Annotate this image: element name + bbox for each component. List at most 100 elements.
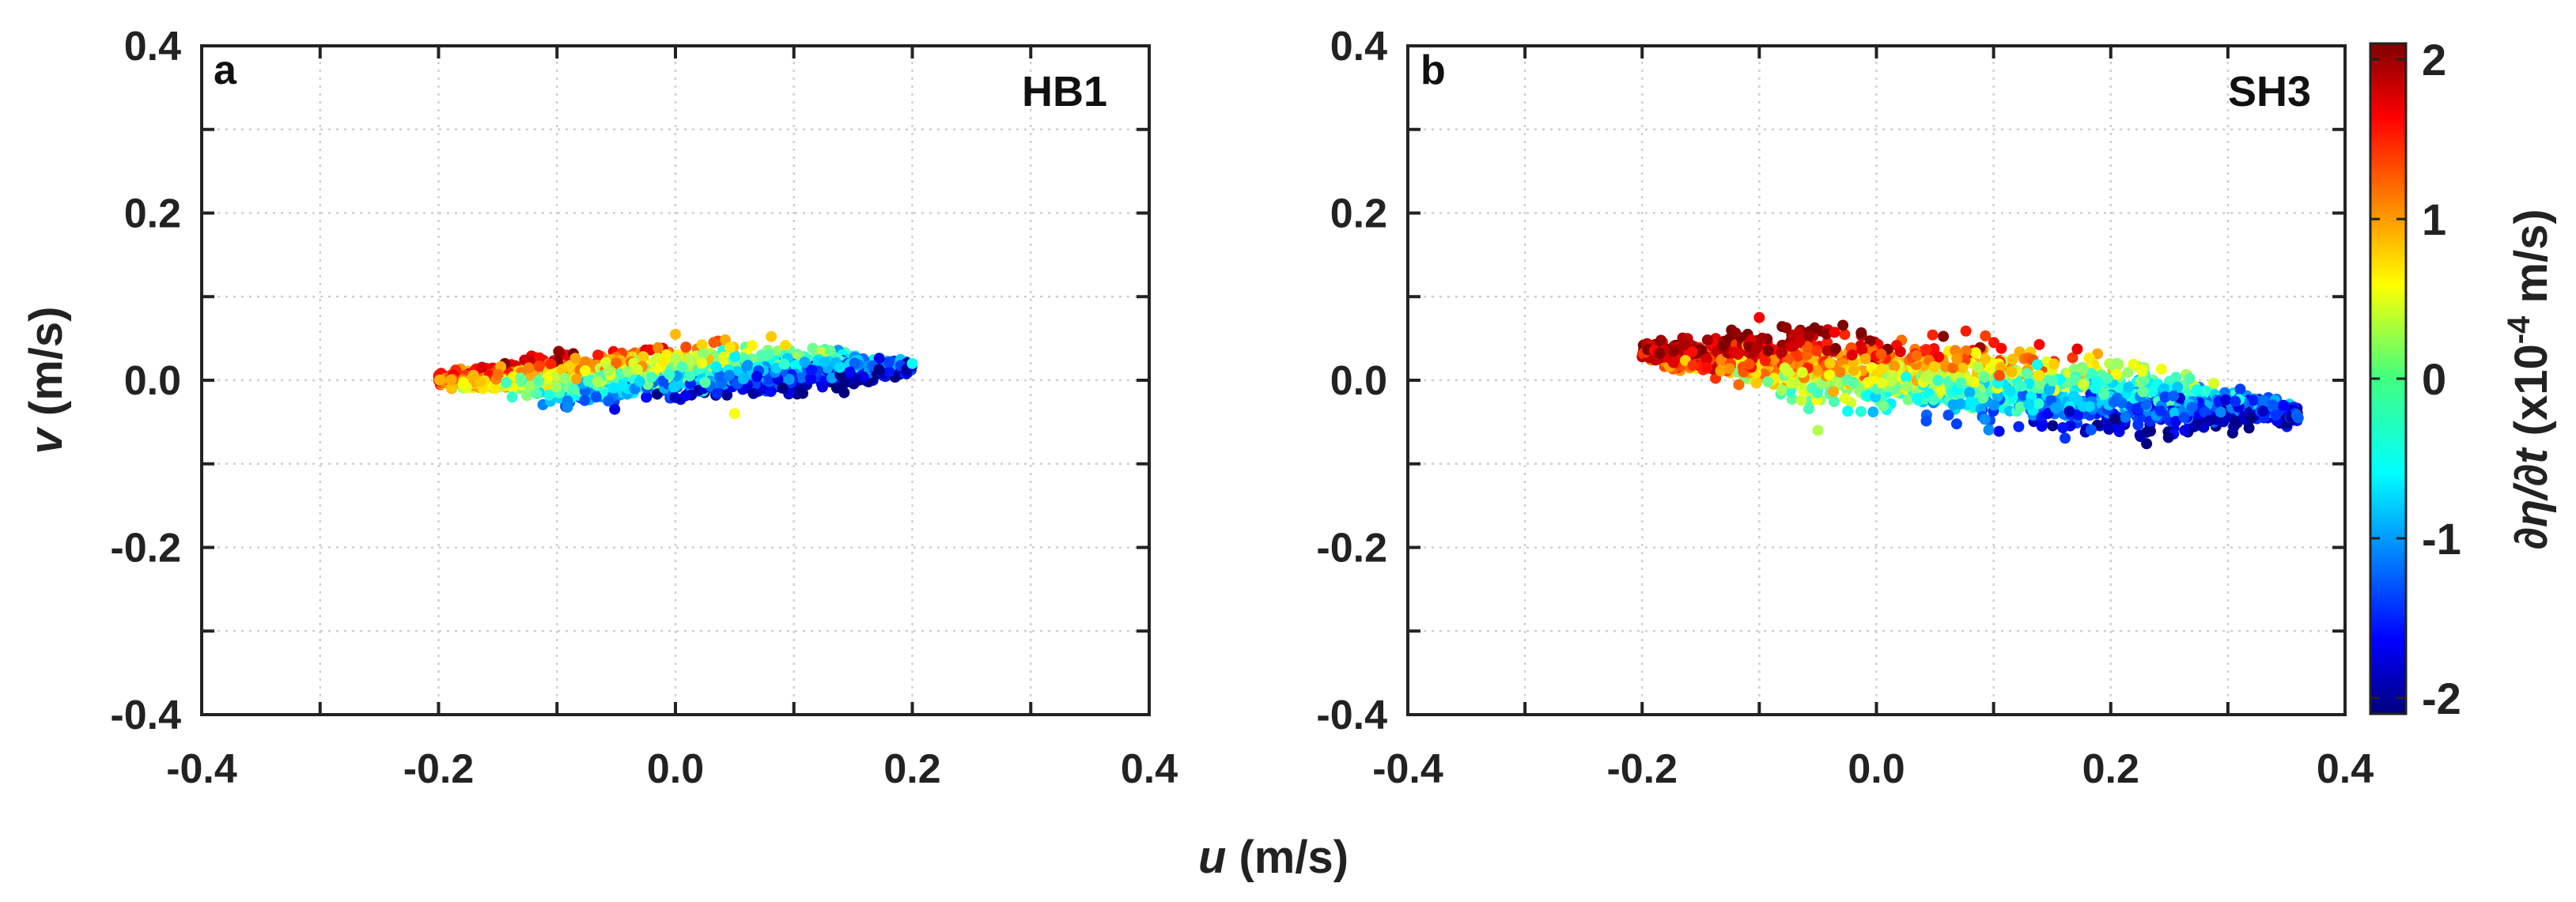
scatter-point (492, 368, 504, 380)
scatter-point (1979, 413, 1991, 425)
scatter-point (728, 408, 740, 420)
scatter-point (696, 357, 708, 369)
scatter-point (668, 381, 679, 393)
scatter-point (1715, 365, 1727, 377)
scatter-point (2257, 406, 2268, 417)
scatter-point (592, 349, 603, 361)
colorbar-tick-label: 0 (2422, 354, 2446, 404)
scatter-point (2076, 364, 2088, 376)
scatter-point (2120, 411, 2132, 423)
scatter-point (2162, 432, 2174, 443)
scatter-point (567, 383, 579, 395)
scatter-point (2292, 412, 2304, 424)
scatter-point (1686, 346, 1698, 358)
y-tick-label: 0.2 (1330, 191, 1387, 237)
scatter-point (1965, 396, 1976, 408)
scatter-point (2072, 409, 2084, 421)
y-axis-unit: (m/s) (21, 307, 72, 429)
scatter-point (679, 390, 691, 402)
scatter-point (445, 374, 457, 386)
scatter-point (2083, 353, 2095, 364)
scatter-point (1779, 362, 1791, 374)
scatter-point (603, 395, 615, 407)
scatter-point (1927, 329, 1939, 341)
scatter-point (1902, 394, 1914, 406)
scatter-point (1932, 375, 1944, 387)
scatter-point (1802, 330, 1814, 342)
scatter-point (1846, 349, 1858, 361)
scatter-point (2108, 396, 2120, 408)
scatter-point (1842, 406, 1854, 417)
scatter-point (2063, 406, 2075, 417)
scatter-point (1875, 349, 1887, 360)
scatter-point (2015, 380, 2027, 392)
scatter-point (777, 383, 789, 394)
scatter-point (1717, 340, 1729, 352)
x-tick-label: -0.4 (1372, 746, 1443, 792)
scatter-point (819, 357, 830, 368)
scatter-point (645, 372, 657, 383)
colorbar-label: ∂η/∂t (x10-4 m/s) (2502, 209, 2557, 549)
scatter-point (641, 391, 653, 403)
scatter-point (1812, 425, 1824, 436)
scatter-point (2220, 394, 2232, 406)
scatter-point (631, 364, 643, 376)
scatter-point (670, 353, 682, 364)
scatter-point (1750, 342, 1762, 354)
scatter-point (1947, 399, 1959, 411)
scatter-point (2049, 402, 2061, 413)
x-tick-label: -0.2 (1606, 746, 1678, 792)
scatter-point (2172, 381, 2184, 393)
scatter-point (718, 351, 730, 363)
panel-b-points (1636, 311, 2304, 450)
scatter-point (1876, 363, 1888, 375)
colorbar-unit-suffix: m/s) (2506, 209, 2557, 315)
scatter-point (2047, 375, 2059, 387)
scatter-point (1790, 349, 1802, 360)
scatter-point (1733, 379, 1745, 391)
colorbar-exponent: -4 (2502, 315, 2536, 344)
scatter-point (2098, 388, 2109, 400)
scatter-point (1723, 363, 1735, 375)
scatter-point (1841, 374, 1853, 386)
scatter-point (826, 372, 838, 384)
scatter-point (467, 369, 479, 381)
scatter-point (579, 365, 591, 376)
scatter-point (2034, 379, 2046, 391)
scatter-point (1920, 415, 1932, 427)
scatter-point (1801, 349, 1813, 360)
scatter-point (2191, 384, 2203, 396)
scatter-point (2247, 394, 2259, 406)
scatter-point (545, 358, 557, 370)
scatter-point (1795, 394, 1807, 406)
y-tick-label: -0.4 (110, 693, 181, 738)
scatter-point (2021, 368, 2033, 379)
x-tick-label: -0.4 (166, 746, 237, 792)
scatter-point (1828, 386, 1839, 398)
scatter-point (1864, 335, 1876, 347)
scatter-point (2122, 367, 2134, 379)
x-tick-label: 0.2 (883, 746, 940, 792)
scatter-point (1776, 384, 1787, 396)
scatter-point (873, 353, 885, 364)
x-axis-variable: u (1198, 832, 1226, 883)
panel-a-points (433, 328, 918, 420)
scatter-point (1920, 372, 1932, 383)
scatter-point (2168, 390, 2180, 402)
scatter-point (2140, 398, 2152, 410)
scatter-point (1768, 353, 1780, 365)
scatter-point (1993, 425, 2005, 437)
scatter-point (751, 371, 762, 383)
y-tick-label: 0.0 (124, 358, 181, 404)
scatter-point (2208, 377, 2220, 389)
scatter-point (1780, 322, 1792, 334)
scatter-point (670, 328, 681, 340)
scatter-point (532, 376, 544, 387)
y-tick-label: -0.2 (1316, 526, 1387, 572)
scatter-point (714, 370, 726, 382)
scatter-point (2159, 391, 2171, 403)
scatter-point (1802, 403, 1814, 415)
scatter-point (664, 368, 675, 380)
scatter-point (1700, 353, 1712, 365)
scatter-point (1912, 392, 1923, 404)
